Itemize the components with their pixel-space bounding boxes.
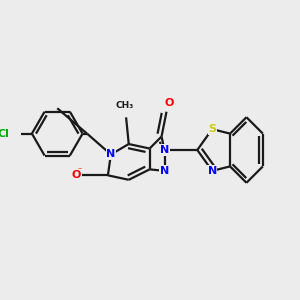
Text: O: O	[72, 170, 81, 180]
Text: N: N	[160, 166, 169, 176]
Text: CH₃: CH₃	[116, 101, 134, 110]
Text: N: N	[208, 166, 217, 176]
Text: Cl: Cl	[0, 129, 10, 139]
Text: N: N	[106, 149, 116, 160]
Text: S: S	[208, 124, 216, 134]
Text: O: O	[164, 98, 174, 108]
Text: N: N	[160, 145, 169, 155]
Text: ⁻: ⁻	[77, 166, 81, 175]
